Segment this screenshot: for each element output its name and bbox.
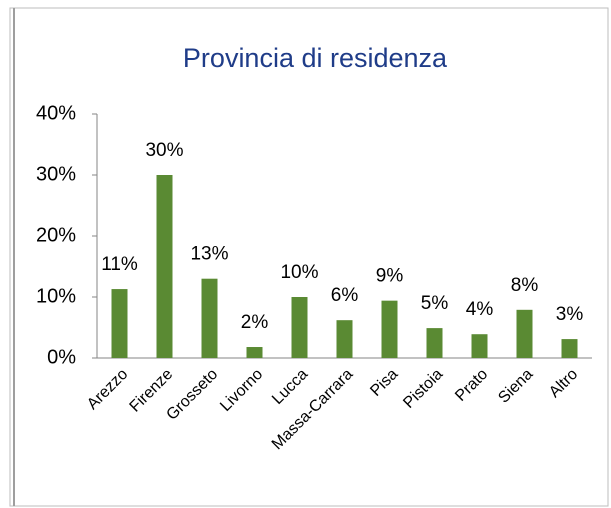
chart-frame [9, 7, 609, 507]
bar [201, 278, 218, 358]
bar [381, 300, 398, 358]
value-label: 2% [241, 312, 269, 333]
value-label: 8% [511, 275, 539, 296]
bar [516, 309, 533, 358]
value-label: 4% [466, 299, 494, 320]
value-label: 10% [280, 262, 318, 283]
value-label: 11% [101, 254, 138, 275]
bar [111, 289, 128, 358]
bar [471, 334, 488, 358]
value-label: 13% [190, 244, 228, 265]
bar [561, 339, 578, 358]
y-tick-label: 20% [36, 224, 76, 246]
bar [156, 175, 173, 358]
y-tick-label: 0% [47, 346, 76, 368]
bar [291, 297, 308, 358]
chart-title: Provincia di residenza [183, 43, 448, 73]
value-label: 30% [145, 140, 183, 161]
y-tick-label: 40% [36, 102, 76, 124]
y-tick-label: 30% [36, 163, 76, 185]
value-label: 9% [376, 266, 404, 287]
value-label: 3% [556, 304, 584, 325]
bar [336, 320, 353, 358]
y-tick-label: 10% [36, 285, 76, 307]
bar [246, 347, 263, 358]
value-label: 6% [331, 285, 359, 306]
value-label: 5% [421, 293, 449, 314]
bar [426, 328, 443, 358]
